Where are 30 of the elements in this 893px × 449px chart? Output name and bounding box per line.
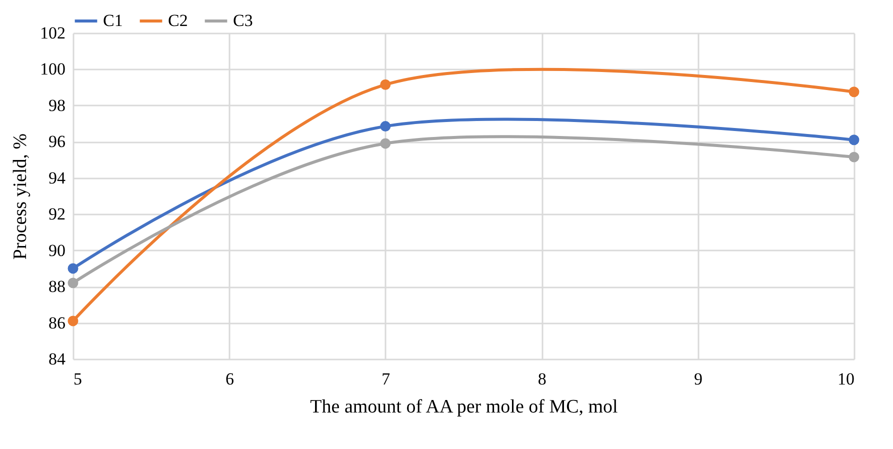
point [380,79,391,90]
point [68,316,78,326]
y-tick-label: 94 [48,168,66,188]
x-tick-label: 7 [382,370,391,388]
point [848,134,860,146]
point [68,278,78,288]
y-tick-label: 90 [48,240,66,260]
y-axis-title: Process yield, % [10,133,31,260]
x-tick-label: 6 [225,370,234,388]
legend-label: C1 [103,11,123,30]
point [848,86,860,98]
legend-label: C3 [233,11,253,30]
x-tick-label: 10 [838,370,854,388]
x-tick-label: 8 [538,370,546,388]
y-tick-label: 88 [48,277,66,296]
x-tick-label: 9 [694,370,703,388]
y-tick-label: 86 [48,313,66,332]
x-axis-title: The amount of AA per mole of MC, mol [310,396,618,418]
x-tick-label: 5 [74,370,82,388]
y-tick-label: 102 [40,24,66,42]
point [848,152,860,162]
point [380,121,391,132]
legend-label: C2 [168,11,188,30]
point [380,138,391,149]
point [68,263,78,274]
y-tick-label: 96 [48,132,66,152]
y-tick-label: 92 [48,204,66,224]
y-tick-label: 100 [40,60,66,79]
y-tick-label: 98 [48,96,66,115]
y-tick-label: 84 [48,350,66,368]
